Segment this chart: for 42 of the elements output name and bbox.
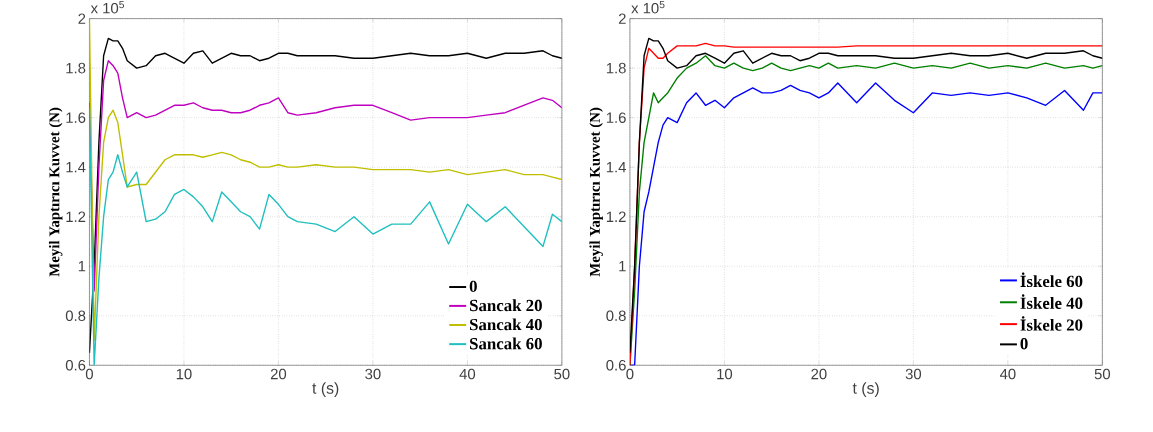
y-tick-label: 1.8 xyxy=(606,62,626,74)
legend-label: İskele 40 xyxy=(1020,294,1083,309)
legend-label: 0 xyxy=(1020,337,1028,350)
y-tick-label: 1.4 xyxy=(66,162,86,173)
y-tick-label: 1.6 xyxy=(606,112,626,123)
legend-label: Sancak 60 xyxy=(470,337,542,350)
x-tick-label: 0 xyxy=(85,368,93,380)
x-tick-label: 10 xyxy=(717,368,733,380)
y-tick-label: 1.2 xyxy=(66,211,86,222)
x-axis-title: t (s) xyxy=(852,382,879,397)
y-tick-label: 1.8 xyxy=(66,62,86,74)
y-axis-title: Meyil Yaptırıcı Kuvvet (N) xyxy=(589,107,603,277)
y-tick-label: 2 xyxy=(618,13,626,24)
y-tick-label: 1.4 xyxy=(606,162,626,173)
y-axis-title: Meyil Yaptırıcı Kuvvet (N) xyxy=(48,107,63,277)
y-tick-label: 1.2 xyxy=(606,211,626,222)
x-tick-label: 30 xyxy=(365,368,381,380)
x-tick-label: 10 xyxy=(176,368,192,380)
x-tick-label: 50 xyxy=(554,368,570,380)
y-tick-label: 1 xyxy=(78,261,86,272)
legend-label: 0 xyxy=(469,280,477,292)
text: x 10$^{5}$ xyxy=(90,0,125,14)
x-tick-label: 20 xyxy=(811,368,827,380)
y-tick-label: 0.8 xyxy=(606,310,626,321)
y-tick-label: 0.6 xyxy=(606,359,626,371)
x-tick-label: 0 xyxy=(626,368,634,380)
x-tick-label: 20 xyxy=(270,368,287,380)
legend-label: İskele 60 xyxy=(1020,272,1083,287)
x-tick-label: 40 xyxy=(459,368,476,380)
text: x 10$^{5}$ xyxy=(631,0,665,14)
legend-label: İskele 20 xyxy=(1020,316,1083,331)
x-tick-label: 30 xyxy=(905,368,922,380)
x-tick-label: 50 xyxy=(1094,368,1111,380)
x-tick-label: 40 xyxy=(999,368,1016,380)
x-axis-title: t (s) xyxy=(312,382,339,397)
y-tick-label: 0.6 xyxy=(65,359,86,371)
legend-label: Sancak 40 xyxy=(470,318,542,331)
y-tick-label: 1.6 xyxy=(66,112,86,123)
y-tick-label: 2 xyxy=(78,13,86,24)
y-tick-label: 0.8 xyxy=(65,310,86,321)
legend-label: Sancak 20 xyxy=(470,299,542,312)
y-tick-label: 1 xyxy=(619,261,626,272)
